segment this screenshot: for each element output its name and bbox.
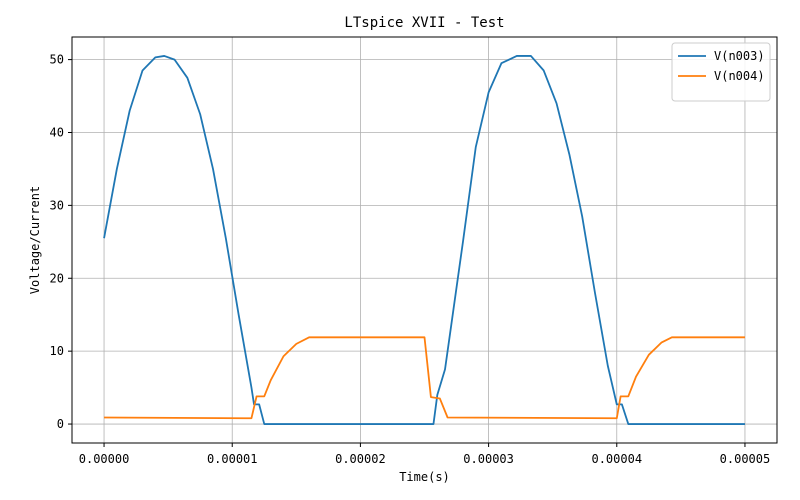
- x-tick-label: 0.00001: [207, 452, 258, 466]
- legend-label: V(n003): [714, 49, 765, 63]
- plot-frame: [71, 36, 778, 444]
- chart-title: LTspice XVII - Test: [344, 15, 504, 31]
- series-line-V(n004): [104, 336, 745, 420]
- y-tick-label: 10: [50, 344, 64, 358]
- y-tick-label: 0: [57, 417, 64, 431]
- x-tick-label: 0.00004: [591, 452, 642, 466]
- series-line-V(n003): [103, 55, 745, 425]
- y-tick-label: 20: [50, 271, 64, 285]
- axis-ticks: 0.00000 0.00001 0.00002 0.00003 0.00004 0.000…: [50, 53, 771, 466]
- y-tick-label: 40: [50, 125, 64, 139]
- x-tick-label: 0.00002: [335, 452, 386, 466]
- y-tick-label: 30: [50, 198, 64, 212]
- legend-box: [671, 42, 771, 102]
- series-lines: [103, 55, 745, 425]
- legend: V(n003) V(n004): [671, 42, 771, 102]
- legend-label: V(n004): [714, 69, 765, 83]
- grid: [72, 37, 777, 443]
- x-tick-label: 0.00005: [720, 452, 771, 466]
- x-tick-label: 0.00000: [79, 452, 130, 466]
- y-axis-label: Voltage/Current: [28, 186, 42, 294]
- x-tick-label: 0.00003: [463, 452, 514, 466]
- y-tick-label: 50: [50, 53, 64, 67]
- x-axis-label: Time(s): [399, 470, 450, 484]
